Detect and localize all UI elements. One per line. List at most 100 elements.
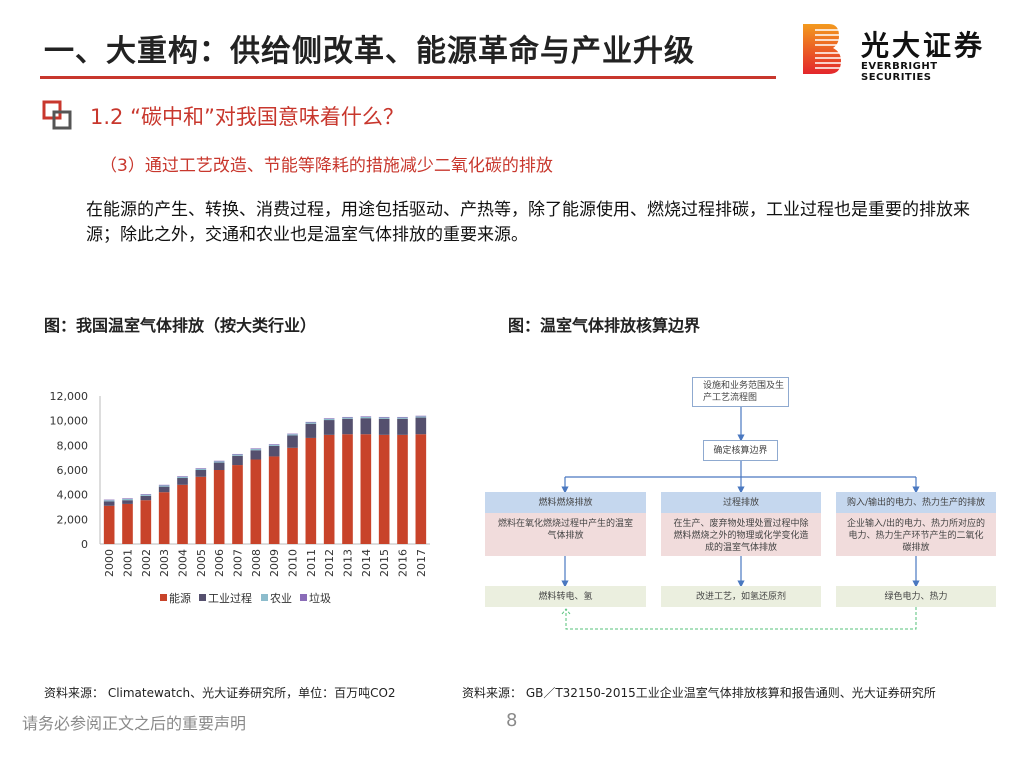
bar-segment-2015-2 [378,417,390,419]
x-tick-label: 2017 [415,549,428,577]
legend-label: 垃圾 [309,591,331,605]
y-tick-label: 2,000 [57,513,89,526]
bar-segment-2012-1 [323,420,335,435]
bar-segment-2009-2 [268,444,280,446]
bar-segment-2008-0 [250,459,262,544]
column-header-power: 购入/输出的电力、热力生产的排放 [836,492,996,513]
column-header-fuel: 燃料燃烧排放 [485,492,646,513]
legend-swatch [261,594,268,601]
y-tick-label: 10,000 [50,415,89,428]
x-tick-label: 2008 [250,549,263,577]
bar-segment-2008-2 [250,449,262,451]
bar-segment-2010-2 [287,434,298,436]
bar-segment-2011-0 [305,437,317,544]
bar-segment-2013-3 [342,416,353,418]
bar-segment-2000-2 [103,500,115,502]
x-tick-label: 2000 [103,549,116,577]
bar-segment-2000-0 [103,505,115,544]
bar-segment-2003-0 [158,492,170,544]
bar-segment-2002-3 [140,494,152,495]
bar-segment-2006-3 [213,460,225,462]
bar-segment-2008-1 [250,450,262,460]
bar-segment-2006-1 [213,462,225,470]
bar-segment-2005-2 [195,468,207,470]
bar-segment-2004-3 [177,476,188,477]
bar-segment-2013-1 [342,418,353,435]
bar-segment-2002-1 [140,495,152,501]
bar-segment-2014-3 [360,416,372,417]
everbright-logo: 光大证券 EVERBRIGHT SECURITIES [803,22,1003,83]
bar-segment-2009-0 [268,456,280,544]
bar-segment-2005-3 [195,468,207,469]
bar-segment-2015-3 [378,416,390,418]
y-tick-label: 0 [81,538,88,551]
bar-segment-2006-0 [213,470,225,544]
x-tick-label: 2003 [158,549,171,577]
figure1-caption: 图：我国温室气体排放（按大类行业） [44,316,317,335]
action-box-power: 绿色电力、热力 [836,586,996,607]
figure2-source: 资料来源： GB／T32150-2015工业企业温室气体排放核算和报告通则、光大… [462,686,936,700]
bar-segment-2003-3 [158,484,170,486]
bar-segment-2010-1 [287,435,298,448]
bar-segment-2010-0 [287,447,298,544]
bar-segment-2003-1 [158,486,170,493]
diagram-connectors [561,407,920,630]
bar-segment-2015-0 [378,434,390,544]
bar-segment-2011-2 [305,422,317,424]
bar-segment-2000-1 [103,501,115,506]
page-title: 一、大重构：供给侧改革、能源革命与产业升级 [44,34,695,69]
x-tick-label: 2013 [342,549,355,577]
logo-chinese-name: 光大证券 [861,29,986,62]
x-tick-label: 2012 [323,549,336,577]
bar-segment-2005-0 [195,476,207,544]
column-body-process: 在生产、废弃物处理处置过程中除燃料燃烧之外的物理或化学变化造成的温室气体排放 [661,513,821,556]
x-tick-label: 2010 [287,549,300,577]
bar-segment-2014-0 [360,434,372,544]
page-number: 8 [506,710,518,731]
bar-segment-2000-3 [103,499,115,501]
bar-segment-2006-2 [213,461,225,463]
bar-segment-2001-0 [122,503,133,544]
bar-segment-2007-2 [232,454,243,456]
bar-segment-2011-3 [305,421,317,423]
section-bullet-icon [42,100,72,130]
bar-segment-2001-2 [122,498,133,501]
emissions-stacked-bar-chart: 0 2,000 4,000 6,000 8,000 10,000 12,000 2000 200… [50,390,430,605]
bar-segment-2004-0 [177,484,188,544]
y-tick-label: 6,000 [57,464,89,477]
x-tick-label: 2016 [397,549,410,577]
y-tick-label: 12,000 [50,390,89,403]
bar-segment-2012-3 [323,418,335,419]
boundary-box: 确定核算边界 [703,440,778,461]
bar-segment-2014-2 [360,416,372,419]
bar-segment-2005-1 [195,470,207,477]
bar-segment-2017-0 [415,434,427,544]
bar-segment-2009-3 [268,444,280,445]
bar-segment-2001-3 [122,498,133,499]
footer-disclaimer: 请务必参阅正文之后的重要声明 [22,714,247,733]
bar-segment-2016-0 [397,434,408,544]
bar-segment-2007-0 [232,465,243,544]
title-divider [40,76,776,79]
column-body-fuel: 燃料在氧化燃烧过程中产生的温室气体排放 [485,513,646,556]
bar-segment-2015-1 [378,418,390,435]
action-box-process: 改进工艺，如氢还原剂 [661,586,821,607]
bar-segment-2003-2 [158,485,170,487]
bar-segment-2012-0 [323,434,335,544]
bar-segment-2016-1 [397,418,408,435]
y-tick-label: 8,000 [57,439,89,452]
legend-label: 工业过程 [208,592,252,605]
y-tick-label: 4,000 [57,489,89,502]
x-tick-label: 2009 [268,549,281,577]
x-tick-label: 2015 [378,549,391,577]
legend-swatch [199,594,206,601]
bar-segment-2011-1 [305,423,317,438]
bar-segment-2014-1 [360,418,372,435]
bar-segment-2001-1 [122,500,133,504]
bar-segment-2004-2 [177,476,188,479]
bar-segment-2017-2 [415,416,427,418]
x-tick-label: 2014 [360,549,373,577]
action-box-fuel: 燃料转电、氢 [485,586,646,607]
logo-mark-icon [803,24,841,74]
bar-segment-2013-2 [342,417,353,419]
